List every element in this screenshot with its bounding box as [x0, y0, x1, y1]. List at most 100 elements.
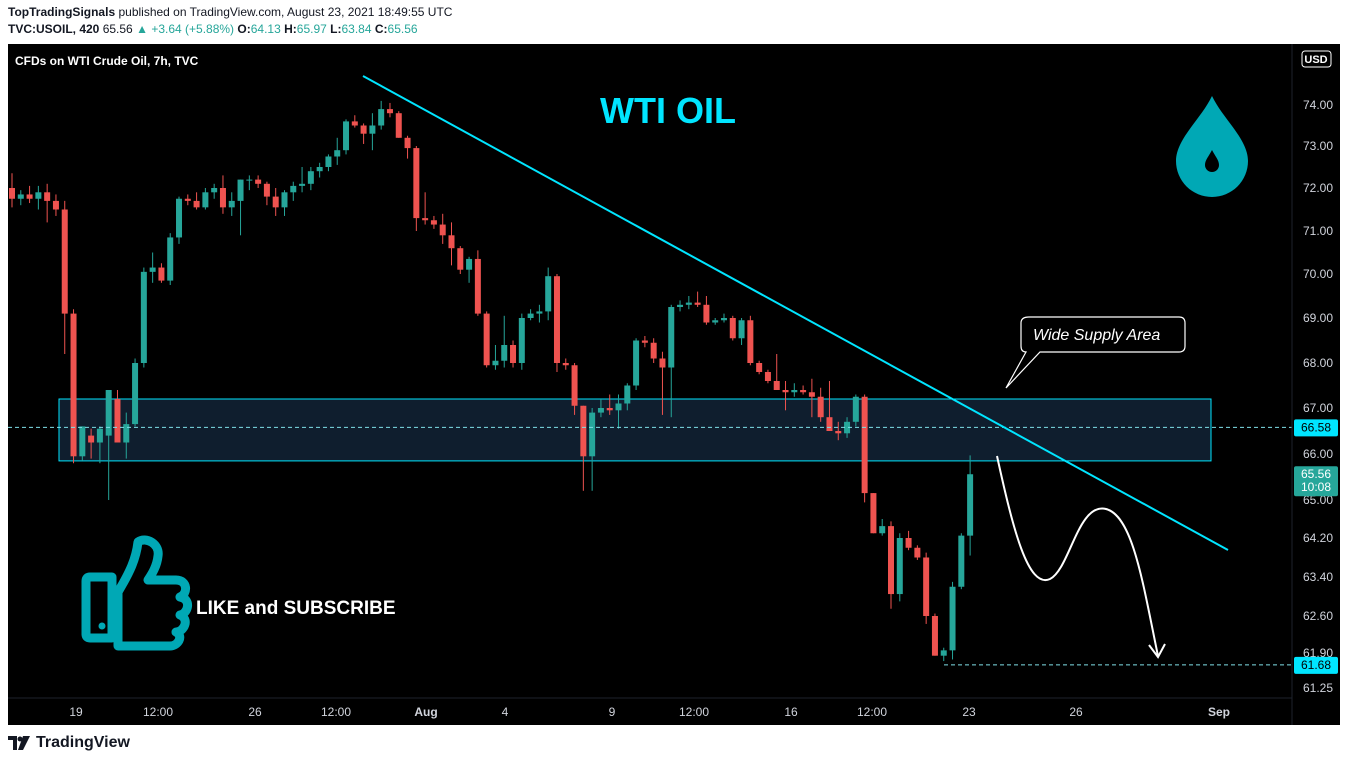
- publisher-name[interactable]: TopTradingSignals: [8, 5, 116, 19]
- candle-body: [237, 179, 244, 201]
- candle: [351, 115, 358, 128]
- x-tick-label: 26: [248, 705, 262, 719]
- candle: [720, 313, 727, 323]
- candle: [184, 194, 191, 206]
- candle-body: [474, 258, 481, 314]
- candle: [386, 102, 393, 118]
- candle-body: [606, 408, 613, 411]
- candle-body: [808, 392, 815, 397]
- candle-body: [668, 307, 675, 368]
- brand-name[interactable]: TradingView: [36, 734, 130, 751]
- candle: [545, 267, 552, 321]
- candle-body: [70, 313, 77, 457]
- candle: [176, 196, 183, 244]
- candle-body: [132, 363, 139, 425]
- candle: [633, 338, 640, 390]
- candle: [211, 183, 218, 199]
- y-tick-label: 68.00: [1303, 356, 1333, 370]
- high-label: H:: [284, 22, 297, 36]
- candle: [422, 192, 429, 225]
- candle: [228, 192, 235, 216]
- candle-body: [703, 304, 710, 323]
- candle: [255, 175, 262, 188]
- candle-body: [325, 156, 332, 167]
- close-value: 65.56: [387, 22, 418, 36]
- thumbs-up-icon: [81, 535, 192, 651]
- y-tick-label: 63.40: [1303, 570, 1333, 584]
- candle: [527, 309, 534, 321]
- trendline[interactable]: [362, 75, 1229, 551]
- candle-body: [263, 183, 270, 197]
- candle-body: [650, 342, 657, 359]
- candle-body: [720, 318, 727, 321]
- candle: [967, 455, 974, 556]
- candle: [123, 412, 130, 459]
- candle: [747, 315, 754, 366]
- close-label: C:: [374, 22, 388, 36]
- candle-body: [852, 396, 859, 422]
- candle-body: [334, 150, 341, 157]
- candle: [299, 167, 306, 193]
- candle: [61, 200, 68, 354]
- candle-body: [553, 276, 560, 363]
- y-tick-label: 74.00: [1303, 98, 1333, 112]
- candlestick-chart[interactable]: 74.00 73.00 72.00 71.00 70.00 69.00 68.00 67.00…: [8, 44, 1340, 725]
- tradingview-logo-icon: [8, 736, 30, 750]
- low-value: 63.84: [341, 22, 372, 36]
- candle-body: [826, 417, 833, 431]
- candle-body: [105, 390, 112, 436]
- candle: [158, 263, 165, 283]
- candle: [272, 188, 279, 216]
- candle: [334, 137, 341, 165]
- candle: [852, 394, 859, 427]
- candle: [729, 315, 736, 341]
- candle-body: [738, 320, 745, 339]
- candle: [140, 267, 147, 368]
- candle-body: [202, 192, 209, 208]
- currency-badge[interactable]: USD: [1304, 54, 1327, 66]
- candle-body: [176, 198, 183, 238]
- candle-body: [677, 304, 684, 307]
- symbol-label: TVC:USOIL, 420: [8, 22, 100, 36]
- open-label: O:: [237, 22, 251, 36]
- candle: [246, 175, 253, 191]
- candle-body: [545, 276, 552, 312]
- candle: [888, 521, 894, 609]
- candle: [193, 192, 200, 210]
- supply-label: Wide Supply Area: [1033, 327, 1160, 344]
- candle-body: [764, 372, 771, 381]
- candle: [307, 167, 314, 191]
- candle: [677, 300, 684, 312]
- candle-body: [844, 421, 851, 434]
- candle-body: [633, 340, 640, 386]
- candle-body: [114, 399, 121, 443]
- candle: [395, 111, 402, 138]
- thumb-cuff: [81, 572, 117, 643]
- candle-body: [896, 538, 903, 595]
- water-drop-icon: [1176, 96, 1248, 197]
- currency-badge-box[interactable]: [1301, 50, 1332, 68]
- projection-path: [996, 455, 1159, 657]
- candle-body: [167, 237, 174, 281]
- candle-body: [369, 125, 376, 134]
- candle-body: [914, 547, 921, 558]
- price-badge-level-low: 61.68: [1294, 656, 1338, 674]
- x-tick-label: 12:00: [679, 705, 709, 719]
- candle-body: [571, 365, 578, 406]
- candle-body: [641, 340, 648, 343]
- candle-body: [9, 188, 15, 199]
- chart-panel[interactable]: 74.00 73.00 72.00 71.00 70.00 69.00 68.00 67.00…: [8, 44, 1340, 725]
- candle-body: [597, 408, 604, 413]
- price-badge-last-text: 65.56: [1301, 467, 1331, 481]
- y-tick-label: 61.90: [1303, 646, 1333, 660]
- candle-body: [307, 171, 314, 184]
- thumb-dot: [98, 622, 106, 630]
- candle: [88, 428, 95, 459]
- candle-body: [773, 381, 780, 390]
- candle: [914, 545, 921, 560]
- candle: [448, 222, 455, 266]
- high-value: 65.97: [296, 22, 327, 36]
- candle: [378, 100, 385, 130]
- candle-body: [360, 125, 367, 134]
